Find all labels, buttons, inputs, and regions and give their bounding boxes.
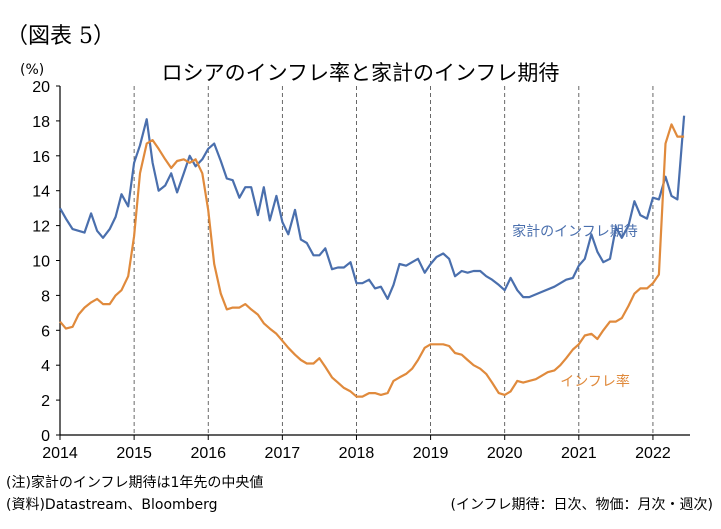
x-tick-2014: 2014 — [42, 445, 78, 462]
y-tick-2: 2 — [41, 393, 50, 410]
y-tick-4: 4 — [41, 358, 50, 375]
y-tick-0: 0 — [41, 428, 50, 445]
x-tick-2022: 2022 — [635, 445, 671, 462]
axes — [56, 85, 690, 440]
y-axis-unit: (%) — [20, 62, 45, 78]
series-label-1: インフレ率 — [560, 373, 630, 390]
x-tick-2021: 2021 — [561, 445, 597, 462]
series-line-1 — [59, 123, 685, 398]
figure-label: （図表 5） — [6, 24, 115, 49]
x-tick-2017: 2017 — [265, 445, 301, 462]
grid-lines — [133, 86, 654, 435]
x-tick-2015: 2015 — [116, 445, 152, 462]
series-label-0: 家計のインフレ期待 — [512, 223, 638, 240]
x-tick-2020: 2020 — [487, 445, 523, 462]
footnote-note: (注)家計のインフレ期待は1年先の中央値 — [6, 475, 264, 491]
x-tick-2016: 2016 — [190, 445, 226, 462]
y-tick-8: 8 — [41, 288, 50, 305]
footnote-source: (資料)Datastream、Bloomberg — [6, 497, 218, 513]
series-lines — [59, 115, 686, 398]
y-tick-16: 16 — [32, 149, 50, 166]
y-tick-labels: 0 2 4 6 8 10 12 14 16 18 20 — [32, 79, 50, 445]
x-tick-labels: 2014 2015 2016 2017 2018 2019 2020 2021 2022 — [42, 445, 671, 462]
y-tick-12: 12 — [32, 219, 50, 236]
footnote-frequency: (インフレ期待：日次、物価：月次・週次) — [450, 497, 713, 513]
y-tick-10: 10 — [32, 254, 50, 271]
series-line-0 — [59, 115, 686, 300]
y-tick-20: 20 — [32, 79, 50, 96]
y-tick-18: 18 — [32, 114, 50, 131]
y-tick-6: 6 — [41, 323, 50, 340]
x-tick-2018: 2018 — [339, 445, 375, 462]
chart-title: ロシアのインフレ率と家計のインフレ期待 — [161, 61, 560, 85]
x-tick-2019: 2019 — [413, 445, 449, 462]
y-tick-14: 14 — [32, 184, 50, 201]
